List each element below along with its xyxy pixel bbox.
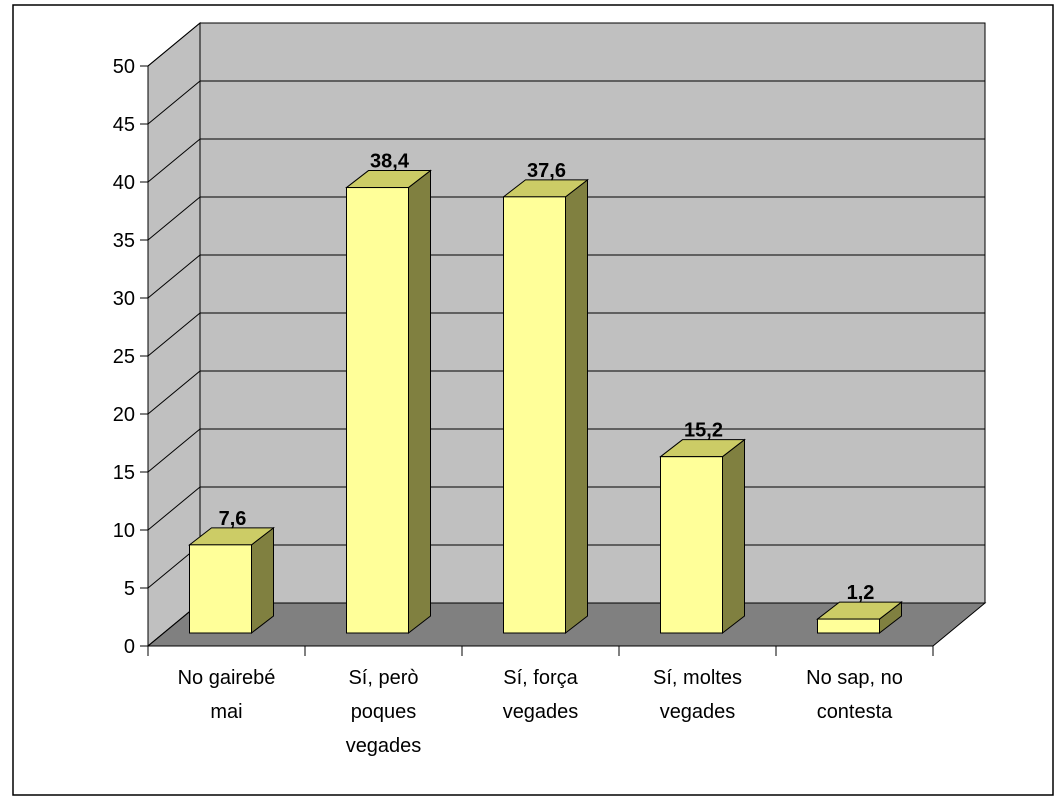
grid-line [147, 312, 201, 357]
grid-line [147, 254, 201, 299]
value-label: 15,2 [684, 420, 723, 442]
value-label: 7,6 [219, 508, 247, 530]
value-label: 37,6 [527, 160, 566, 182]
bar [503, 196, 566, 634]
value-label: 38,4 [370, 151, 410, 173]
bar [189, 544, 252, 634]
y-tick-label: 50 [113, 56, 135, 78]
bar-side [251, 526, 274, 635]
y-tick-label: 45 [113, 114, 135, 136]
grid-line [147, 486, 201, 531]
y-tick-label: 25 [113, 346, 135, 368]
grid-line [147, 370, 201, 415]
grid-line [147, 428, 201, 473]
y-tick-label: 20 [113, 404, 135, 426]
bar [660, 456, 723, 634]
bar-side [408, 169, 431, 635]
bar [346, 187, 409, 634]
x-tick-label: Sí, però poques vegades [346, 667, 422, 757]
value-label: 1,2 [847, 582, 875, 604]
y-tick-label: 30 [113, 288, 135, 310]
y-tick-label: 15 [113, 462, 135, 484]
y-tick-label: 40 [113, 172, 135, 194]
grid-line [147, 196, 201, 241]
bar-side [722, 438, 745, 635]
x-tick-label: No sap, no contesta [806, 667, 903, 723]
x-tick-label: No gairebé mai [178, 667, 276, 723]
grid-line [147, 80, 201, 125]
grid-line [147, 22, 201, 67]
y-tick-label: 5 [124, 578, 135, 600]
bar [817, 618, 880, 634]
x-tick-label: Sí, força vegades [503, 667, 579, 723]
y-tick-label: 35 [113, 230, 135, 252]
y-tick-label: 10 [113, 520, 135, 542]
x-tick-label: Sí, moltes vegades [653, 667, 742, 723]
bar-side [565, 178, 588, 635]
y-tick-label: 0 [124, 636, 135, 658]
grid-line [147, 138, 201, 183]
